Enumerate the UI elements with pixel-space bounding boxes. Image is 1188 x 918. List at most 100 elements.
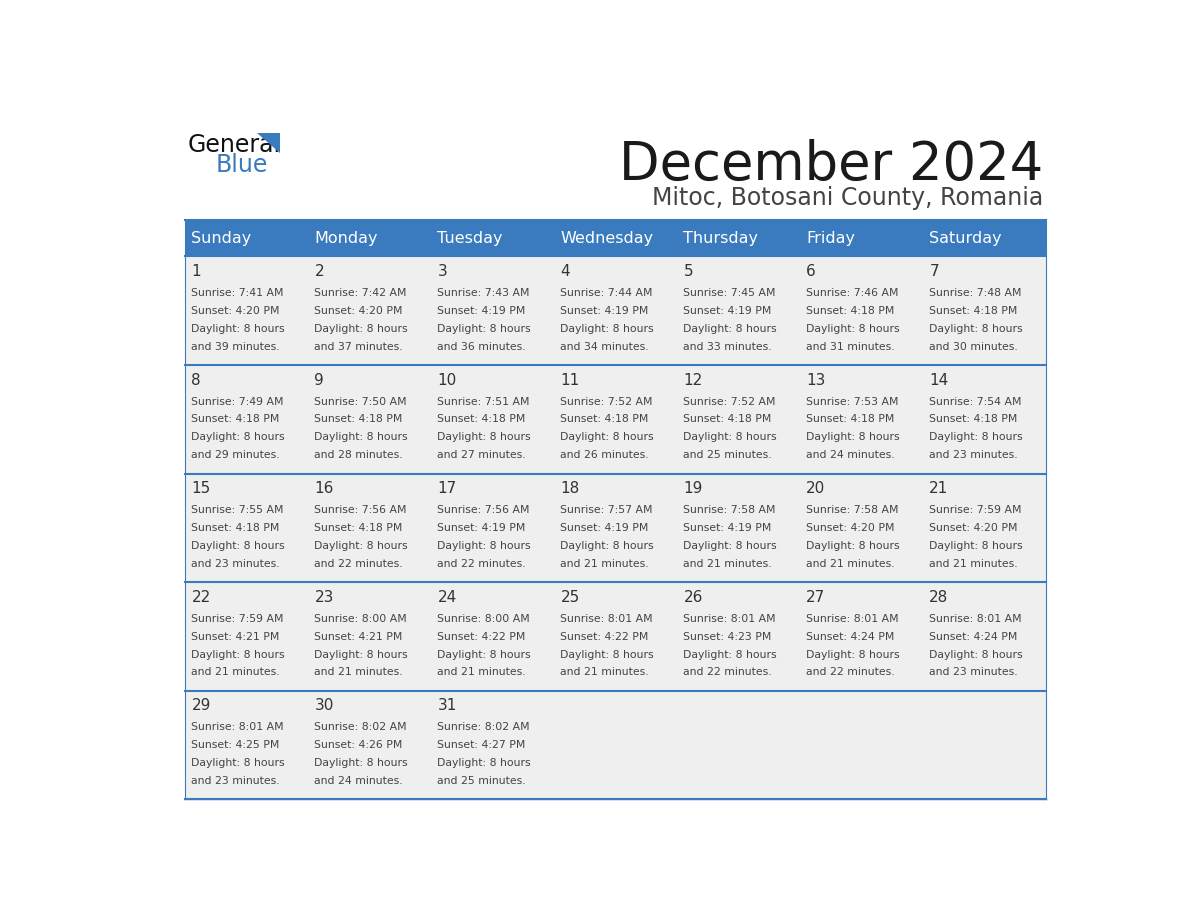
Text: Sunrise: 7:48 AM: Sunrise: 7:48 AM [929,288,1022,298]
Bar [923,582,1047,690]
Text: Sunrise: 7:49 AM: Sunrise: 7:49 AM [191,397,284,407]
Text: and 21 minutes.: and 21 minutes. [683,559,772,569]
Text: Daylight: 8 hours: Daylight: 8 hours [683,324,777,334]
Text: Sunset: 4:20 PM: Sunset: 4:20 PM [191,306,280,316]
Bar [185,690,309,800]
Text: 27: 27 [807,589,826,605]
Text: Sunset: 4:20 PM: Sunset: 4:20 PM [315,306,403,316]
Text: and 21 minutes.: and 21 minutes. [807,559,895,569]
Text: Sunrise: 7:58 AM: Sunrise: 7:58 AM [807,505,899,515]
Text: Sunset: 4:21 PM: Sunset: 4:21 PM [191,632,280,642]
Text: 5: 5 [683,264,693,279]
Text: Sunset: 4:18 PM: Sunset: 4:18 PM [807,306,895,316]
Bar [431,582,555,690]
Text: and 33 minutes.: and 33 minutes. [683,341,772,352]
Text: 20: 20 [807,481,826,497]
Bar [309,690,431,800]
Text: Sunset: 4:18 PM: Sunset: 4:18 PM [929,306,1018,316]
Text: 21: 21 [929,481,948,497]
Text: and 31 minutes.: and 31 minutes. [807,341,895,352]
Text: Daylight: 8 hours: Daylight: 8 hours [315,758,409,768]
Text: Daylight: 8 hours: Daylight: 8 hours [683,432,777,442]
Text: Sunset: 4:18 PM: Sunset: 4:18 PM [315,523,403,533]
Bar [923,219,1047,256]
Text: and 36 minutes.: and 36 minutes. [437,341,526,352]
Text: Sunrise: 7:46 AM: Sunrise: 7:46 AM [807,288,899,298]
Text: Daylight: 8 hours: Daylight: 8 hours [191,541,285,551]
Text: Sunrise: 7:56 AM: Sunrise: 7:56 AM [437,505,530,515]
Bar [923,690,1047,800]
Bar [923,256,1047,365]
Text: 13: 13 [807,373,826,387]
Text: and 37 minutes.: and 37 minutes. [315,341,403,352]
Text: 4: 4 [561,264,570,279]
Text: Sunset: 4:19 PM: Sunset: 4:19 PM [683,306,772,316]
Text: 15: 15 [191,481,210,497]
Bar [677,690,801,800]
Text: Daylight: 8 hours: Daylight: 8 hours [437,650,531,659]
Text: Daylight: 8 hours: Daylight: 8 hours [315,541,409,551]
Text: Sunset: 4:18 PM: Sunset: 4:18 PM [683,414,772,424]
Text: and 24 minutes.: and 24 minutes. [807,451,895,460]
Text: and 23 minutes.: and 23 minutes. [929,451,1018,460]
Text: 7: 7 [929,264,939,279]
Text: Daylight: 8 hours: Daylight: 8 hours [191,650,285,659]
Text: and 26 minutes.: and 26 minutes. [561,451,649,460]
Text: Sunset: 4:20 PM: Sunset: 4:20 PM [807,523,895,533]
Text: 23: 23 [315,589,334,605]
Text: Daylight: 8 hours: Daylight: 8 hours [807,324,901,334]
Text: and 23 minutes.: and 23 minutes. [191,559,280,569]
Bar [677,474,801,582]
Text: Sunrise: 7:42 AM: Sunrise: 7:42 AM [315,288,407,298]
Text: General: General [188,133,280,157]
Bar [801,219,923,256]
Text: Daylight: 8 hours: Daylight: 8 hours [561,324,655,334]
Text: Sunrise: 8:01 AM: Sunrise: 8:01 AM [929,614,1022,623]
Text: and 21 minutes.: and 21 minutes. [561,667,649,677]
Text: and 22 minutes.: and 22 minutes. [807,667,895,677]
Bar [801,365,923,474]
Bar [185,365,309,474]
Text: Wednesday: Wednesday [561,230,653,246]
Text: 24: 24 [437,589,456,605]
Bar [309,256,431,365]
Text: Daylight: 8 hours: Daylight: 8 hours [929,650,1023,659]
Text: Sunrise: 7:55 AM: Sunrise: 7:55 AM [191,505,284,515]
Text: Sunset: 4:26 PM: Sunset: 4:26 PM [315,740,403,750]
Text: and 21 minutes.: and 21 minutes. [315,667,403,677]
Text: Sunset: 4:18 PM: Sunset: 4:18 PM [315,414,403,424]
Text: Sunrise: 7:57 AM: Sunrise: 7:57 AM [561,505,653,515]
Text: Sunrise: 8:00 AM: Sunrise: 8:00 AM [437,614,530,623]
Bar [677,219,801,256]
Text: December 2024: December 2024 [619,139,1043,190]
Bar [555,365,677,474]
Text: and 25 minutes.: and 25 minutes. [437,776,526,786]
Text: Sunset: 4:19 PM: Sunset: 4:19 PM [437,306,526,316]
Text: and 34 minutes.: and 34 minutes. [561,341,649,352]
Text: Sunrise: 7:59 AM: Sunrise: 7:59 AM [191,614,284,623]
Text: Sunset: 4:27 PM: Sunset: 4:27 PM [437,740,526,750]
Text: 26: 26 [683,589,703,605]
Bar [555,256,677,365]
Text: and 28 minutes.: and 28 minutes. [315,451,403,460]
Text: and 23 minutes.: and 23 minutes. [929,667,1018,677]
Text: Daylight: 8 hours: Daylight: 8 hours [315,432,409,442]
Bar [185,474,309,582]
Text: and 29 minutes.: and 29 minutes. [191,451,280,460]
Text: and 21 minutes.: and 21 minutes. [437,667,526,677]
Text: Sunset: 4:22 PM: Sunset: 4:22 PM [561,632,649,642]
Text: Sunrise: 7:50 AM: Sunrise: 7:50 AM [315,397,407,407]
Text: and 22 minutes.: and 22 minutes. [437,559,526,569]
Text: Sunset: 4:23 PM: Sunset: 4:23 PM [683,632,772,642]
Text: and 23 minutes.: and 23 minutes. [191,776,280,786]
Text: 31: 31 [437,699,457,713]
Text: Sunrise: 7:43 AM: Sunrise: 7:43 AM [437,288,530,298]
Text: Sunset: 4:21 PM: Sunset: 4:21 PM [315,632,403,642]
Text: Sunrise: 7:58 AM: Sunrise: 7:58 AM [683,505,776,515]
Text: and 22 minutes.: and 22 minutes. [683,667,772,677]
Text: Daylight: 8 hours: Daylight: 8 hours [683,541,777,551]
Text: Sunrise: 8:01 AM: Sunrise: 8:01 AM [683,614,776,623]
Text: Daylight: 8 hours: Daylight: 8 hours [315,650,409,659]
Text: Sunset: 4:18 PM: Sunset: 4:18 PM [191,523,280,533]
Bar [431,474,555,582]
